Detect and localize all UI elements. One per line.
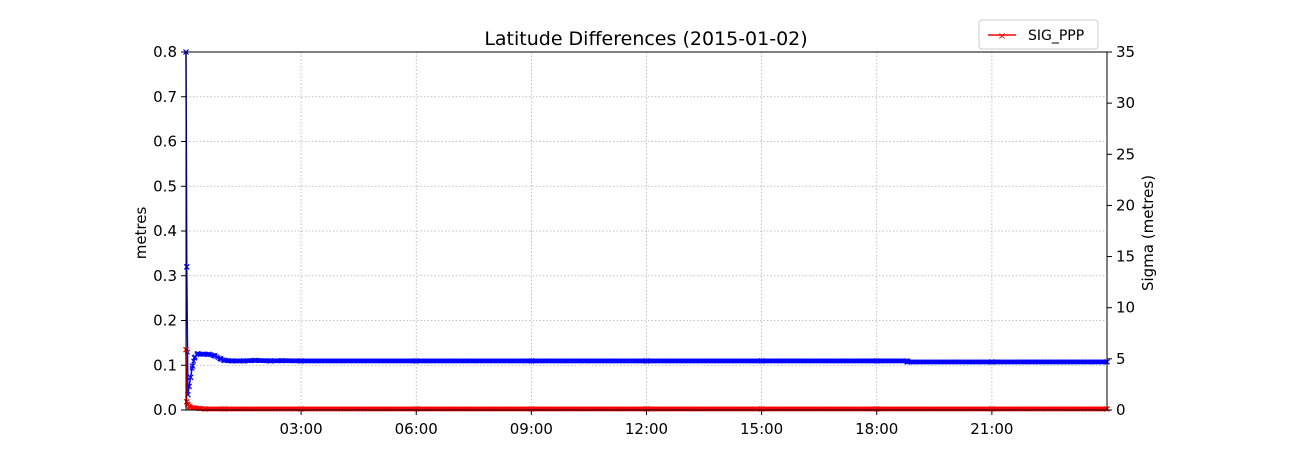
data-point-series-1 (183, 263, 190, 270)
data-point-series-1 (240, 357, 247, 364)
series-sig-ppp (183, 346, 1110, 412)
data-point-series-1 (758, 357, 765, 364)
y-tick-label-right: 20 (1116, 196, 1135, 214)
y-tick-label-left: 0.8 (153, 43, 177, 61)
series-line-sig-ppp (185, 349, 1107, 410)
y-tick-label-right: 0 (1116, 401, 1126, 419)
x-tick-label: 15:00 (740, 420, 783, 438)
y-axis-label-left: metres (132, 207, 150, 260)
y-tick-label-left: 0.2 (153, 312, 177, 330)
series-series-1 (183, 49, 1110, 398)
y-tick-label-left: 0.4 (153, 222, 177, 240)
data-point-sig-ppp (643, 406, 650, 412)
y-tick-label-right: 35 (1116, 43, 1135, 61)
data-point-series-1 (217, 355, 224, 362)
data-point-series-1 (873, 357, 880, 364)
x-tick-label: 18:00 (855, 420, 898, 438)
data-point-series-1 (267, 357, 274, 364)
data-point-sig-ppp (183, 398, 190, 405)
series-markers-series-1 (183, 49, 1110, 390)
series-layer (183, 49, 1110, 412)
data-point-sig-ppp (413, 406, 420, 412)
data-point-series-1 (528, 357, 535, 364)
data-point-sig-ppp (758, 406, 765, 412)
data-point-series-1 (904, 359, 911, 365)
data-point-series-1 (252, 357, 258, 364)
legend-label-sig-ppp: SIG_PPP (1028, 28, 1084, 44)
chart-title: Latitude Differences (2015-01-02) (484, 28, 807, 50)
data-point-series-1 (206, 351, 212, 358)
data-point-series-1 (186, 383, 192, 390)
legend: × SIG_PPP (978, 19, 1099, 50)
data-point-series-1 (221, 357, 228, 364)
y-tick-label-right: 15 (1116, 248, 1135, 266)
x-tick-label: 21:00 (970, 420, 1013, 438)
data-point-sig-ppp (988, 406, 995, 412)
data-point-series-1 (194, 350, 201, 357)
data-point-sig-ppp (873, 406, 880, 412)
data-point-series-1 (187, 374, 194, 381)
x-tick-label: 03:00 (280, 420, 323, 438)
legend-marker-sig-ppp: × (998, 31, 1006, 42)
y-tick-label-right: 25 (1116, 145, 1135, 163)
data-point-series-1 (279, 357, 285, 364)
data-point-sig-ppp (221, 406, 228, 412)
y-tick-label-right: 5 (1116, 350, 1126, 368)
data-point-series-1 (200, 351, 207, 358)
y-tick-label-left: 0.0 (153, 401, 177, 419)
data-point-series-1 (229, 357, 235, 364)
data-point-series-1 (298, 357, 305, 364)
x-tick-label: 12:00 (625, 420, 668, 438)
y-tick-label-left: 0.6 (153, 133, 177, 151)
y-tick-label-left: 0.3 (153, 267, 177, 285)
x-tick-label: 06:00 (395, 420, 438, 438)
grid (186, 52, 1107, 410)
data-point-series-1 (413, 357, 420, 364)
y-axis-label-right: Sigma (metres) (1139, 175, 1157, 291)
x-tick-label: 09:00 (510, 420, 553, 438)
data-point-series-1 (211, 352, 218, 359)
data-point-sig-ppp (202, 406, 209, 412)
data-point-series-1 (189, 363, 196, 369)
data-point-series-1 (988, 359, 995, 365)
data-point-series-1 (191, 354, 198, 361)
ticks: 03:00 06:00 09:00 12:00 15:00 18:00 21:00 0.0 0.… (153, 43, 1135, 438)
y-tick-label-left: 0.7 (153, 88, 177, 106)
data-point-series-1 (643, 357, 650, 364)
legend-frame (978, 19, 1099, 50)
y-tick-label-right: 30 (1116, 94, 1135, 112)
y-tick-label-right: 10 (1116, 299, 1135, 317)
data-point-sig-ppp (528, 406, 535, 412)
y-tick-label-left: 0.1 (153, 356, 177, 374)
y-tick-label-left: 0.5 (153, 177, 177, 195)
data-point-sig-ppp (298, 406, 305, 412)
